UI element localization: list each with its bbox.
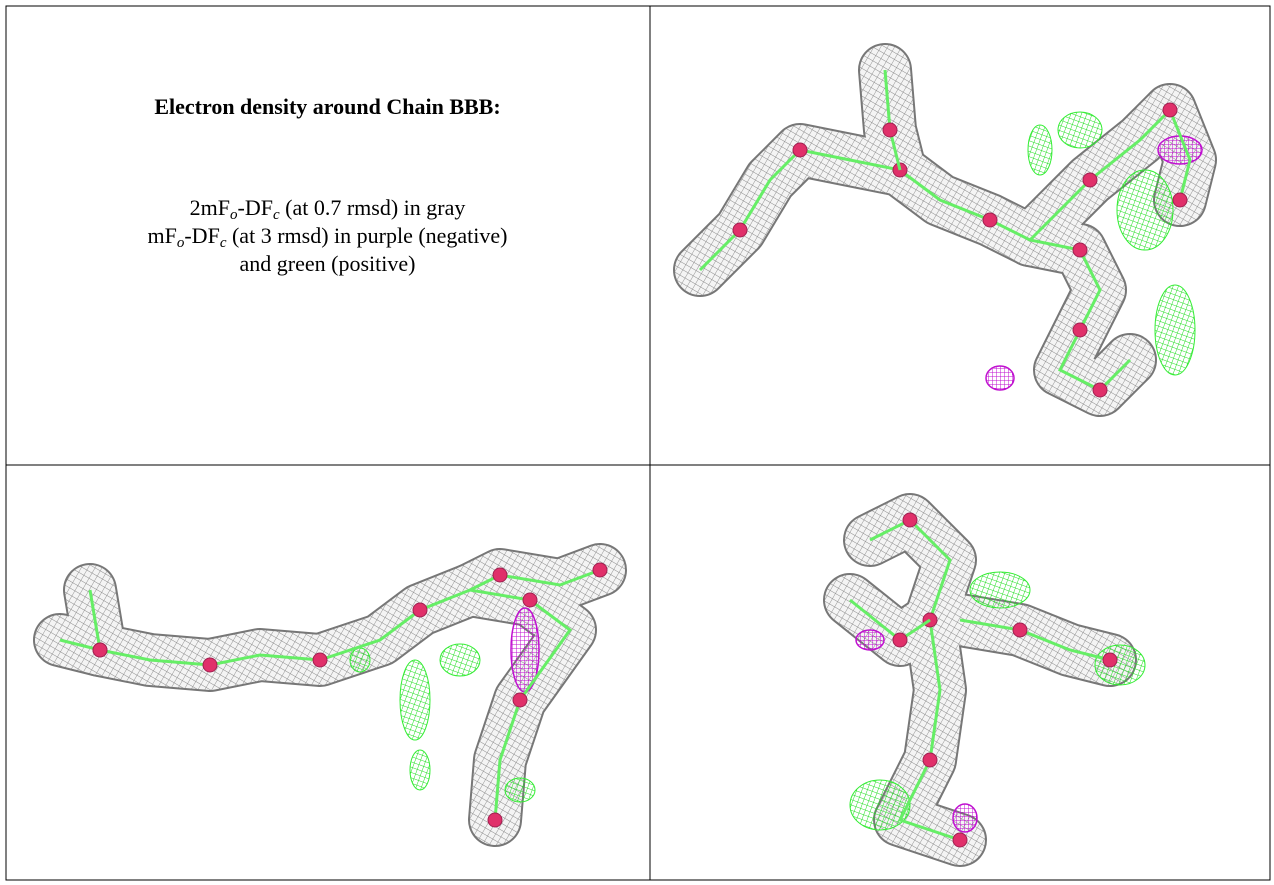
- positive-density: [1028, 125, 1052, 175]
- page: Electron density around Chain BBB: 2mFo-…: [0, 0, 1274, 885]
- oxygen-atom: [523, 593, 537, 607]
- subscript: c: [273, 207, 280, 223]
- positive-density: [440, 644, 480, 676]
- oxygen-atom: [1173, 193, 1187, 207]
- oxygen-atom: [983, 213, 997, 227]
- negative-density: [1158, 136, 1202, 164]
- text-run: 2mF: [190, 195, 230, 220]
- positive-density: [1117, 170, 1173, 250]
- legend-line: and green (positive): [6, 250, 649, 278]
- text-cell: Electron density around Chain BBB: 2mFo-…: [6, 6, 649, 464]
- text-run: and green (positive): [240, 251, 416, 276]
- positive-density: [350, 648, 370, 672]
- oxygen-atom: [203, 658, 217, 672]
- positive-density: [410, 750, 430, 790]
- oxygen-atom: [593, 563, 607, 577]
- cell-title: Electron density around Chain BBB:: [6, 94, 649, 120]
- oxygen-atom: [893, 633, 907, 647]
- positive-density: [970, 572, 1030, 608]
- oxygen-atom: [93, 643, 107, 657]
- oxygen-atom: [923, 753, 937, 767]
- oxygen-atom: [513, 693, 527, 707]
- text-run: (at 3 rmsd) in purple (negative): [226, 223, 507, 248]
- oxygen-atom: [733, 223, 747, 237]
- oxygen-atom: [793, 143, 807, 157]
- negative-density: [986, 366, 1014, 390]
- oxygen-atom: [1163, 103, 1177, 117]
- oxygen-atom: [413, 603, 427, 617]
- oxygen-atom: [1073, 323, 1087, 337]
- negative-density: [953, 804, 977, 832]
- positive-density: [1058, 112, 1102, 148]
- oxygen-atom: [1083, 173, 1097, 187]
- positive-density: [1095, 645, 1145, 685]
- oxygen-atom: [1103, 653, 1117, 667]
- positive-density: [1155, 285, 1195, 375]
- oxygen-atom: [488, 813, 502, 827]
- oxygen-atom: [903, 513, 917, 527]
- oxygen-atom: [1073, 243, 1087, 257]
- text-run: mF: [148, 223, 177, 248]
- legend-line: 2mFo-DFc (at 0.7 rmsd) in gray: [6, 194, 649, 222]
- oxygen-atom: [953, 833, 967, 847]
- positive-density: [505, 778, 535, 802]
- oxygen-atom: [493, 568, 507, 582]
- subscript: o: [230, 207, 238, 223]
- negative-density: [856, 630, 884, 650]
- oxygen-atom: [313, 653, 327, 667]
- legend-line: mFo-DFc (at 3 rmsd) in purple (negative): [6, 222, 649, 250]
- text-run: -DF: [184, 223, 219, 248]
- oxygen-atom: [1093, 383, 1107, 397]
- oxygen-atom: [1013, 623, 1027, 637]
- positive-density: [400, 660, 430, 740]
- density-mesh: [60, 590, 570, 820]
- oxygen-atom: [883, 123, 897, 137]
- text-run: (at 0.7 rmsd) in gray: [280, 195, 466, 220]
- positive-density: [850, 780, 910, 830]
- text-run: -DF: [238, 195, 273, 220]
